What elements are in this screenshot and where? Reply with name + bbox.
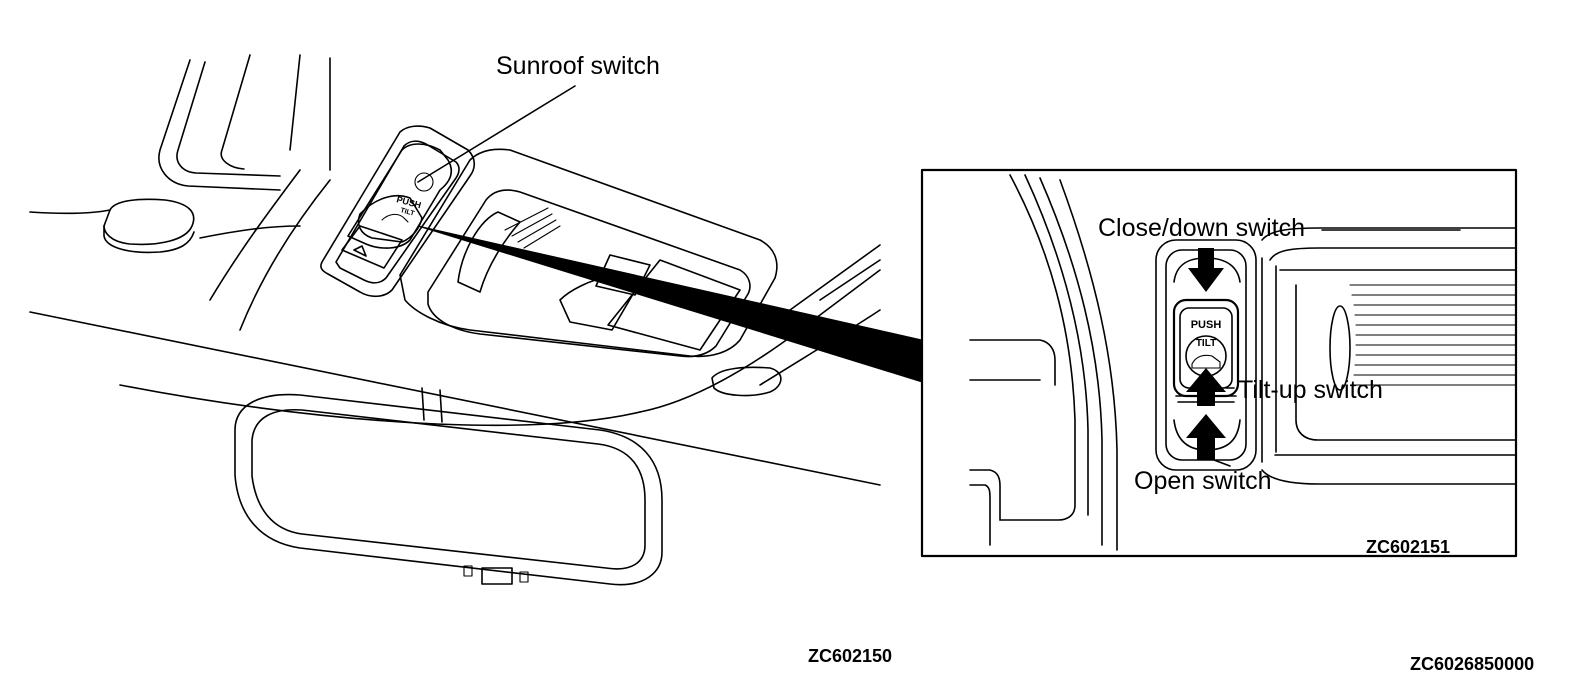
open-leader-line: [1213, 459, 1231, 467]
sunroof-switch-leader-line: [417, 85, 576, 183]
inset-switch-push-text: PUSH: [1191, 319, 1222, 331]
headliner-outline: [29, 54, 881, 486]
close-down-arrow: [1188, 248, 1224, 292]
inset-switch-tilt-text: TILT: [1196, 338, 1216, 349]
main-figure-code: ZC602150: [808, 646, 893, 666]
sunroof-switch-label: Sunroof switch: [496, 52, 660, 80]
switch-push-text: PUSH: [395, 194, 422, 210]
detail-inset-frame: [920, 168, 1518, 558]
inset-figure-code: ZC602151: [1366, 537, 1451, 557]
close-down-switch-label: Close/down switch: [1098, 214, 1306, 242]
page-code: ZC6026850000: [1410, 654, 1535, 674]
rear-view-mirror: [234, 387, 663, 586]
magnifier-wedge: [417, 225, 923, 383]
tilt-up-switch-label: Tilt-up switch: [1238, 376, 1383, 404]
tilt-up-arrow: [1186, 368, 1226, 406]
overhead-console: [320, 125, 778, 358]
detail-inset-drawing: PUSH TILT: [969, 174, 1517, 551]
sunroof-switch: PUSH TILT: [341, 143, 452, 269]
open-arrow: [1186, 414, 1226, 460]
open-switch-label: Open switch: [1134, 467, 1272, 495]
switch-tilt-text: TILT: [399, 207, 415, 218]
